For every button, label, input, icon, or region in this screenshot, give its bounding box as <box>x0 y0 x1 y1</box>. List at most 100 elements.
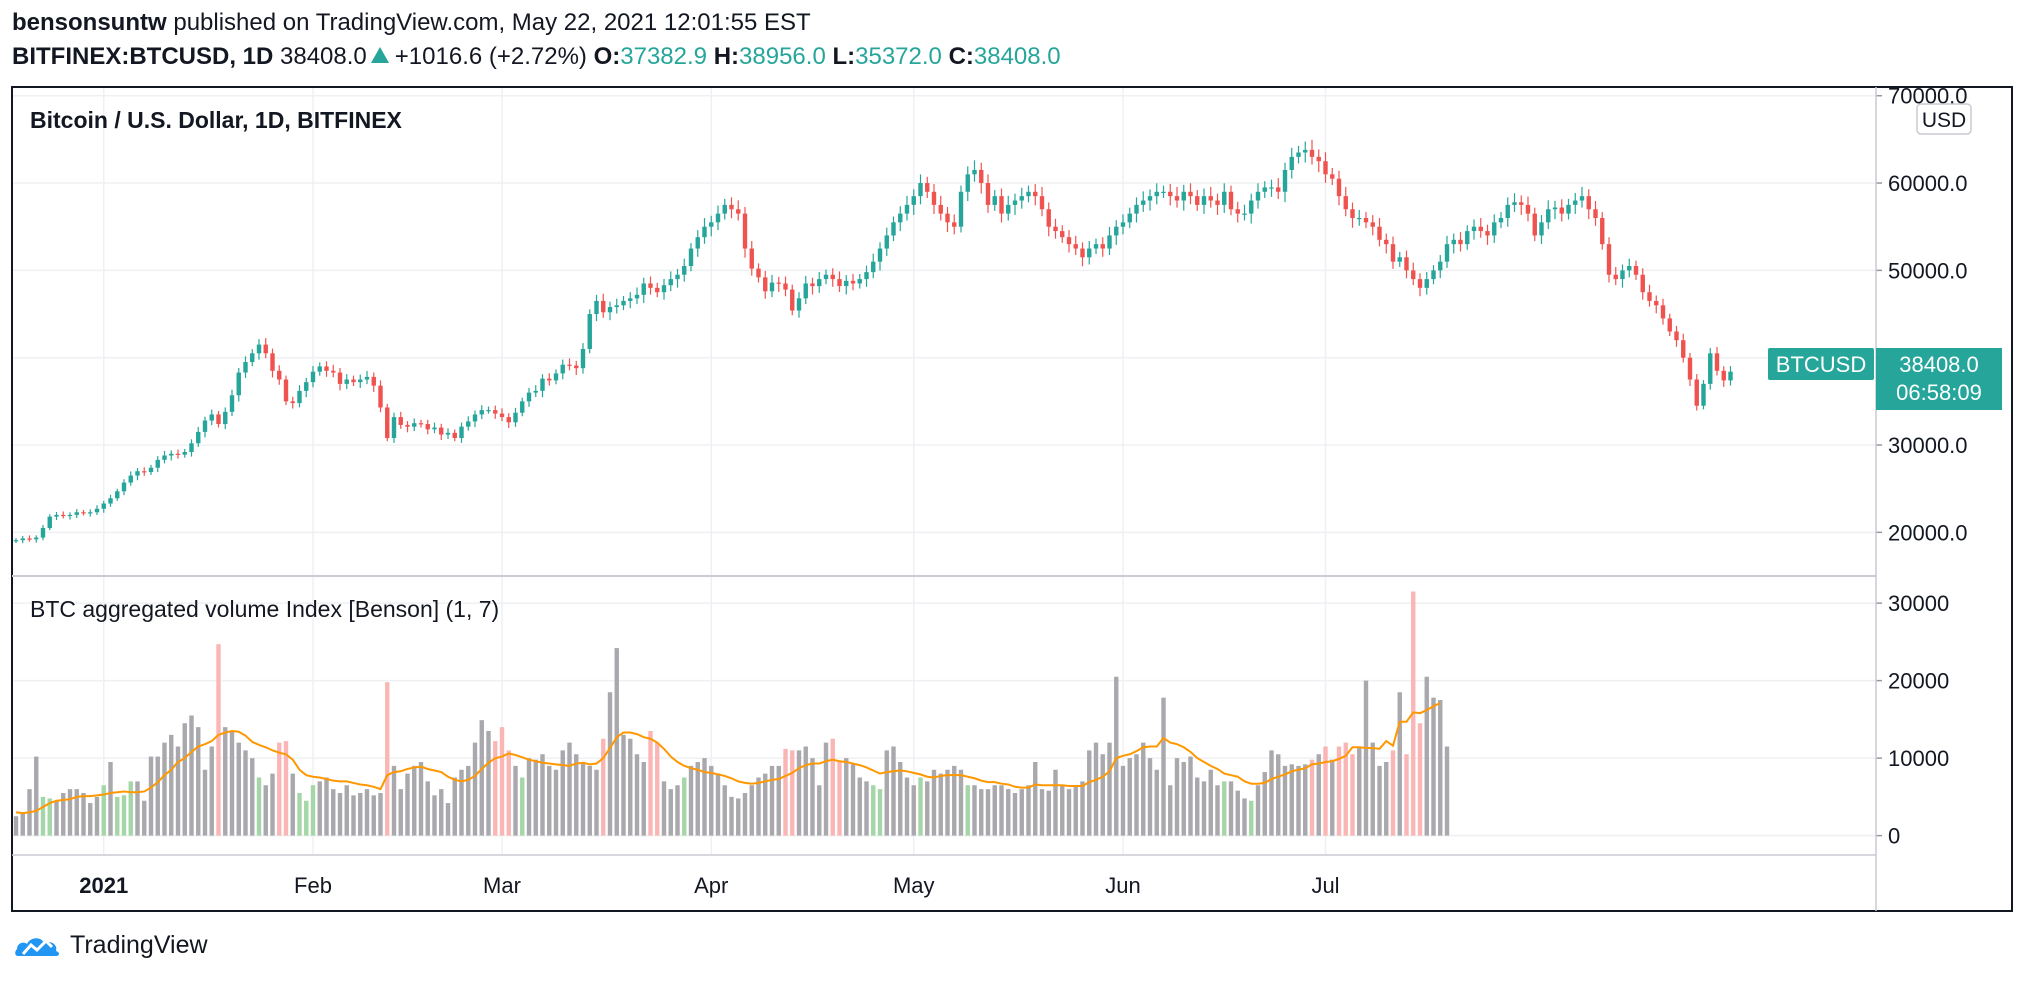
symbol-tag[interactable]: BTCUSD <box>1768 348 1874 380</box>
volume-bar <box>898 762 903 836</box>
candle-body <box>418 423 424 425</box>
candle-body <box>1026 191 1031 197</box>
candle <box>479 405 484 420</box>
candle-series <box>13 139 1733 544</box>
candle <box>331 364 336 378</box>
candle-body <box>1141 200 1146 205</box>
price-panel[interactable] <box>13 139 1733 544</box>
candle <box>1255 183 1261 209</box>
candle-body <box>850 280 856 284</box>
candle-body <box>1390 244 1396 262</box>
volume-bar <box>13 816 19 836</box>
candle-body <box>1519 202 1524 205</box>
candle <box>520 397 525 417</box>
candle <box>898 206 903 232</box>
volume-bar <box>1201 781 1207 836</box>
candle-body <box>1006 204 1011 214</box>
candle <box>1174 186 1180 208</box>
candle <box>169 450 174 461</box>
candle <box>108 494 113 507</box>
candle <box>1276 178 1281 199</box>
candle <box>850 273 856 291</box>
candle <box>1087 240 1092 265</box>
candle <box>864 265 869 287</box>
volume-bar <box>526 758 532 836</box>
candle <box>1006 195 1011 221</box>
volume-bar <box>493 741 498 836</box>
candle <box>1505 197 1510 227</box>
candle-body <box>1370 222 1375 227</box>
candle-body <box>999 196 1004 214</box>
candle-body <box>1492 222 1497 236</box>
volume-bar <box>965 785 970 836</box>
candle <box>1208 186 1213 208</box>
candle-body <box>533 390 538 393</box>
candle-body <box>1060 231 1065 238</box>
candle-body <box>1350 209 1355 218</box>
candle <box>1633 260 1639 280</box>
volume-bar <box>486 731 491 836</box>
candle <box>115 488 120 501</box>
volume-bar <box>1417 723 1423 836</box>
candle-body <box>1316 156 1321 162</box>
candle <box>1127 207 1132 229</box>
candle-body <box>1100 244 1105 249</box>
candle-body <box>790 289 795 311</box>
candle <box>1107 226 1112 255</box>
candle <box>952 214 957 235</box>
volume-bar <box>466 765 471 836</box>
candle-body <box>1154 191 1159 197</box>
candle <box>668 271 673 292</box>
candle <box>1451 233 1456 254</box>
candle <box>351 375 356 387</box>
candle-body <box>1512 202 1517 205</box>
author-name[interactable]: bensonsuntw <box>12 9 167 36</box>
candle <box>607 301 613 321</box>
candle <box>182 448 187 458</box>
candle-body <box>1471 226 1477 232</box>
volume-bar <box>823 742 829 836</box>
candle-body <box>331 370 336 373</box>
volume-bar <box>331 789 336 836</box>
candle-body <box>715 213 721 223</box>
currency-badge[interactable]: USD <box>1916 103 1972 135</box>
volume-bar <box>1323 746 1328 836</box>
candle <box>823 269 829 285</box>
candle <box>628 292 633 309</box>
candle <box>715 205 721 231</box>
candle <box>74 509 79 518</box>
footer-brand[interactable]: TradingView <box>14 930 208 960</box>
volume-y-tick-label: 0 <box>1888 824 1900 849</box>
candle-body <box>364 376 370 380</box>
candle <box>614 298 619 314</box>
candle-body <box>1498 217 1504 223</box>
volume-bar <box>1033 762 1038 836</box>
candle-body <box>1033 191 1038 197</box>
publication-info: published on TradingView.com, May 22, 20… <box>173 9 811 36</box>
candle <box>1620 264 1625 288</box>
candle <box>405 421 410 433</box>
symbol-label[interactable]: BITFINEX:BTCUSD, 1D <box>12 43 274 70</box>
volume-bar <box>1019 789 1024 836</box>
candle <box>425 419 430 435</box>
candle <box>1309 139 1315 165</box>
candle-body <box>1188 191 1193 197</box>
candle-body <box>1080 248 1085 258</box>
candle <box>499 408 505 422</box>
candle <box>925 176 930 198</box>
volume-bar <box>614 648 619 836</box>
candle <box>1431 265 1436 285</box>
volume-bar <box>972 785 977 836</box>
volume-panel[interactable] <box>13 591 1450 836</box>
candle-body <box>1012 200 1018 205</box>
candle <box>229 389 235 416</box>
candle-body <box>553 373 559 381</box>
candle-body <box>803 283 808 299</box>
candle-body <box>391 417 397 439</box>
candle-body <box>1208 196 1213 201</box>
volume-bar <box>513 765 518 836</box>
candle <box>250 349 255 367</box>
candle-body <box>1654 300 1659 306</box>
candle <box>877 242 883 271</box>
